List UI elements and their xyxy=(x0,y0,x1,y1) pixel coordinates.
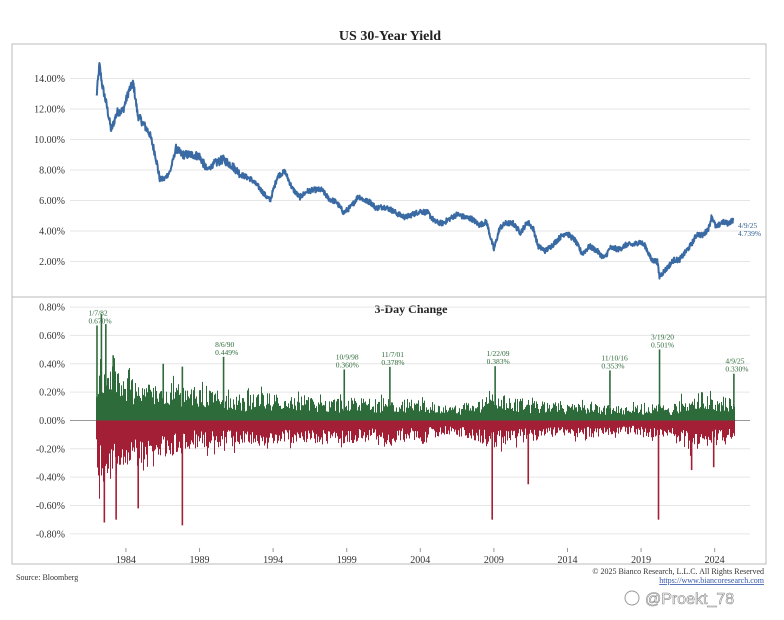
spike-date-label: 3/19/20 xyxy=(651,332,674,341)
yield-y-tick-label: 14.00% xyxy=(34,74,65,85)
spike-date-label: 11/7/01 xyxy=(381,350,404,359)
spike-value-label: 0.360% xyxy=(336,360,359,369)
change-y-tick-label: 0.40% xyxy=(39,359,65,370)
x-tick-label: 2014 xyxy=(557,555,577,566)
change-y-tick-label: 0.80% xyxy=(39,303,65,314)
spike-value-label: 0.330% xyxy=(725,365,748,374)
change-y-tick-label: 0.60% xyxy=(39,331,65,342)
yield-y-tick-label: 4.00% xyxy=(39,227,65,238)
change-y-tick-label: 0.00% xyxy=(39,416,65,427)
change-y-tick-label: -0.40% xyxy=(36,473,65,484)
watermark-logo-icon xyxy=(624,590,640,606)
change-y-tick-label: -0.80% xyxy=(36,529,65,540)
spike-value-label: 0.449% xyxy=(215,348,238,357)
yield-annotation: 4/9/25 4.739% xyxy=(738,221,761,238)
watermark: @Proekt_78 xyxy=(624,590,735,608)
plot-frame xyxy=(11,43,767,565)
x-tick-label: 2004 xyxy=(410,555,430,566)
yield-annotation-value: 4.739% xyxy=(738,229,761,238)
spike-date-label: 8/6/90 xyxy=(215,340,234,349)
yield-y-tick-label: 2.00% xyxy=(39,257,65,268)
yield-y-tick-label: 8.00% xyxy=(39,166,65,177)
x-tick-label: 1984 xyxy=(116,555,136,566)
spike-date-label: 4/9/25 xyxy=(725,357,744,366)
change-chart-title: 3-Day Change xyxy=(374,302,448,316)
x-tick-label: 2009 xyxy=(484,555,504,566)
yield-y-tick-label: 12.00% xyxy=(34,105,65,116)
x-tick-label: 1999 xyxy=(337,555,357,566)
spike-value-label: 0.383% xyxy=(487,357,510,366)
spike-value-label: 0.353% xyxy=(601,361,624,370)
yield-line xyxy=(95,62,735,280)
change-y-axis: -0.80% -0.60% -0.40% -0.20% 0.00% 0.20% 0.40% 0… xyxy=(36,303,65,541)
yield-line-series xyxy=(95,62,735,280)
yield-gridlines xyxy=(70,78,750,262)
source-note: Source: Bloomberg xyxy=(16,573,78,582)
change-y-tick-label: -0.20% xyxy=(36,444,65,455)
spike-value-label: 0.670% xyxy=(88,317,111,326)
x-tick-label: 2019 xyxy=(631,555,651,566)
website-link[interactable]: https://www.biancoresearch.com xyxy=(659,576,765,585)
watermark-text: @Proekt_78 xyxy=(645,591,734,608)
copyright-note: © 2025 Bianco Research, L.L.C. All Right… xyxy=(592,567,764,576)
change-y-tick-label: -0.60% xyxy=(36,501,65,512)
spike-date-label: 11/10/16 xyxy=(601,353,628,362)
spike-value-label: 0.378% xyxy=(381,358,404,367)
yield-chart-title: US 30-Year Yield xyxy=(339,29,441,44)
x-tick-label: 1989 xyxy=(190,555,210,566)
spike-date-label: 1/7/82 xyxy=(88,309,107,318)
yield-y-tick-label: 10.00% xyxy=(34,135,65,146)
yield-y-tick-label: 6.00% xyxy=(39,196,65,207)
spike-value-label: 0.501% xyxy=(651,340,674,349)
change-annotations: 1/7/820.670% 8/6/900.449% 10/9/980.360% 11/… xyxy=(88,309,748,374)
yield-annotation-date: 4/9/25 xyxy=(738,221,757,230)
change-y-tick-label: 0.20% xyxy=(39,388,65,399)
x-tick-label: 1994 xyxy=(263,555,283,566)
change-bars xyxy=(96,314,735,526)
yield-y-axis: 2.00% 4.00% 6.00% 8.00% 10.00% 12.00% 14.00% xyxy=(34,74,65,268)
x-tick-label: 2024 xyxy=(705,555,725,566)
x-axis: 1984 1989 1994 1999 2004 2009 2014 2019 2024 xyxy=(116,548,725,566)
spike-date-label: 1/22/09 xyxy=(487,349,510,358)
spike-date-label: 10/9/98 xyxy=(336,352,359,361)
